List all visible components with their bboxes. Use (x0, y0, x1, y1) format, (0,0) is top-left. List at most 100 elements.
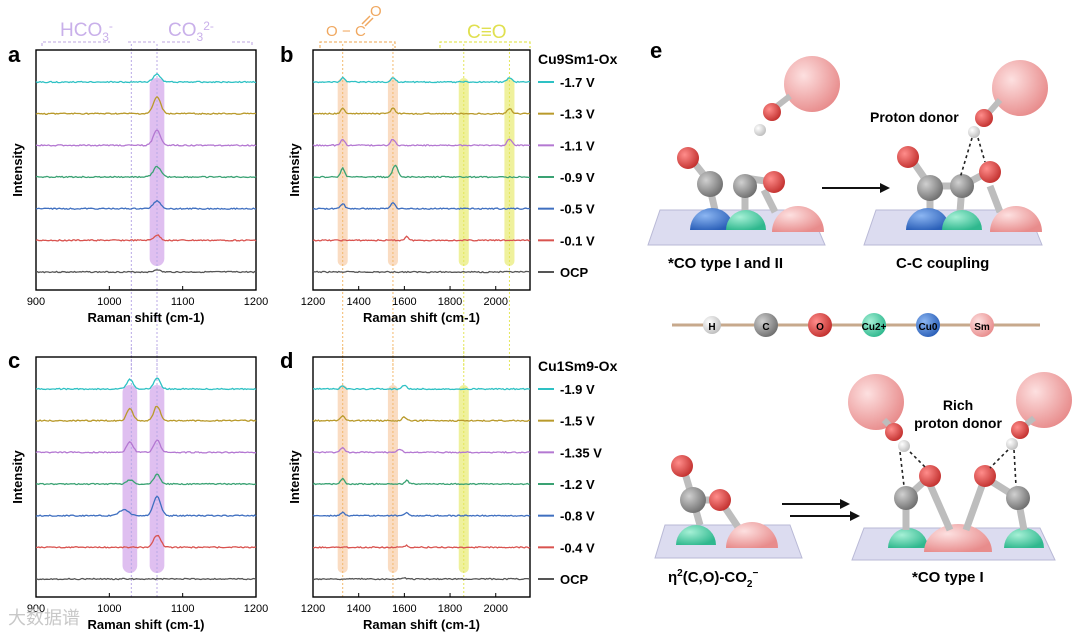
series-line-OCP (312, 576, 531, 581)
x-tick-label: 900 (27, 296, 45, 308)
x-axis-label: Raman shift (cm-1) (363, 310, 480, 325)
series-line--1.9V (313, 384, 530, 391)
x-tick-label: 1100 (171, 603, 195, 615)
atom-legend-label: C (762, 322, 769, 333)
panel-letter-b: b (280, 42, 293, 67)
svg-text:C: C (355, 23, 366, 40)
watermark: 大数据谱 (8, 608, 80, 629)
atom-legend-swatch (970, 313, 994, 337)
y-axis-label: Intensity (287, 143, 302, 197)
plot-frame (35, 49, 257, 291)
atom-legend: H C O Cu2+ Cu0 Sm (672, 313, 1040, 337)
co-triple-label: C≡O (467, 22, 507, 43)
legend-title: Cu9Sm1-Ox (538, 51, 618, 67)
series-line--1.1V (35, 129, 257, 147)
co3-label: CO32- (168, 19, 214, 44)
panel-letter-e: e (650, 38, 662, 63)
series-line--1.2V (35, 473, 257, 486)
series-line--0.5V (312, 201, 531, 210)
y-axis-label: Intensity (10, 143, 25, 197)
x-tick-label: 1200 (244, 296, 268, 308)
caption-co-type-i: *CO type I (912, 569, 984, 586)
plot-frame (312, 49, 531, 291)
atom-legend-swatch (703, 316, 721, 334)
legend-label: -1.9 V (560, 382, 595, 397)
atom-legend-swatch (862, 313, 886, 337)
highlight-band (122, 385, 138, 573)
scheme-bottom-left (654, 455, 803, 559)
plot-frame (312, 356, 531, 598)
header-annotations: HCO3- CO32- O − C O C≡O (41, 3, 531, 48)
caption-cc-coupling: C-C coupling (896, 255, 989, 272)
legend-label: OCP (560, 265, 589, 280)
series-line--0.8V (312, 511, 531, 517)
proton-donor-label: Proton donor (870, 109, 959, 125)
legend-label: -0.8 V (560, 509, 595, 524)
series-line--1.35V (312, 446, 531, 454)
series-line--0.4V (312, 544, 531, 549)
atom-legend-swatch (754, 313, 778, 337)
series-line--1.35V (35, 439, 257, 454)
plot-frame (35, 356, 257, 598)
series-line--0.1V (312, 235, 531, 242)
series-line--0.1V (35, 234, 257, 242)
x-tick-label: 1800 (438, 603, 462, 615)
series-line-OCP (35, 269, 257, 274)
x-tick-label: 1200 (301, 603, 325, 615)
legend-label: -1.7 V (560, 75, 595, 90)
series-line-OCP (36, 577, 257, 581)
series-line-OCP (312, 270, 530, 274)
carboxylate-label: O (326, 23, 338, 40)
x-axis-label: Raman shift (cm-1) (363, 617, 480, 632)
y-axis-label: Intensity (287, 450, 302, 504)
series-line--1.5V (35, 405, 257, 422)
legend-label: -0.4 V (560, 540, 595, 555)
atom-legend-label: Cu2+ (862, 322, 887, 333)
reaction-scheme: *CO type I and II Proton donor C- (647, 56, 1072, 590)
x-tick-label: 1600 (392, 296, 416, 308)
x-tick-label: 1000 (97, 296, 121, 308)
legend-label: -0.9 V (560, 170, 595, 185)
series-line--1.3V (35, 95, 257, 115)
x-tick-label: 1600 (392, 603, 416, 615)
atom-legend-label: Sm (974, 322, 990, 333)
chart-panel-a: 900 1000 1100 1200 Raman shift (cm-1) Intensi… (10, 44, 268, 370)
y-axis-label: Intensity (10, 450, 25, 504)
caption-eta2-co2: η2(C,O)-CO2− (668, 568, 758, 590)
rich-proton-donor-label: proton donor (914, 415, 1002, 431)
legend-title: Cu1Sm9-Ox (538, 358, 618, 374)
atom-legend-swatch (916, 313, 940, 337)
series-line--1.7V (35, 72, 256, 84)
chart-panel-b: OCP -0.1 V -0.5 V -0.9 V -1.1 V -1.3 V -1.7 V 1… (287, 44, 618, 370)
scheme-top-right (863, 60, 1048, 246)
atom-legend-label: O (816, 322, 824, 333)
panel-letter-c: c (8, 348, 20, 373)
series-line--1.1V (312, 138, 531, 147)
x-axis-label: Raman shift (cm-1) (87, 310, 204, 325)
panel-letter-a: a (8, 42, 21, 67)
series-line--1.9V (35, 377, 257, 391)
atom-legend-label: Cu0 (919, 322, 938, 333)
x-axis-label: Raman shift (cm-1) (87, 617, 204, 632)
series-line--0.9V (312, 164, 531, 179)
series-line--1.3V (312, 107, 531, 116)
atom-legend-label: H (708, 322, 715, 333)
legend-label: -1.2 V (560, 477, 595, 492)
scheme-top-left (647, 56, 840, 246)
chart-panel-c: 900 1000 1100 1200 Raman shift (cm-1) Intensi… (10, 347, 268, 632)
x-tick-label: 1100 (171, 296, 195, 308)
x-tick-label: 1200 (244, 603, 268, 615)
legend-label: -0.1 V (560, 233, 595, 248)
caption-co-type-i-ii: *CO type I and II (668, 255, 783, 272)
legend-label: -1.5 V (560, 414, 595, 429)
series-line--0.9V (35, 165, 257, 179)
x-tick-label: 2000 (483, 296, 507, 308)
x-tick-label: 1400 (346, 296, 370, 308)
chart-panel-d: OCP -0.4 V -0.8 V -1.2 V -1.35 V -1.5 V -1.9 V… (287, 347, 618, 632)
scheme-bottom-right (848, 372, 1072, 561)
series-line--0.4V (35, 534, 257, 549)
x-tick-label: 1200 (301, 296, 325, 308)
legend-label: -1.3 V (560, 107, 595, 122)
rich-label: Rich (943, 397, 973, 413)
atom-legend-swatch (808, 313, 832, 337)
